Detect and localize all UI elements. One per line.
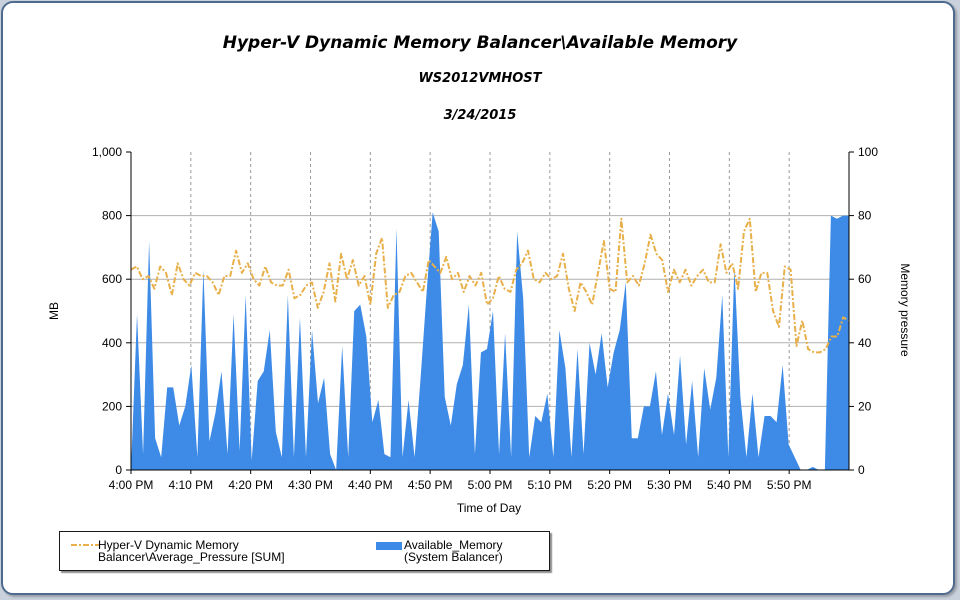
legend-entry-available-memory: Available_Memory (System Balancer) (404, 538, 503, 564)
memory-area-swatch (376, 542, 402, 550)
chart-subtitle: WS2012VMHOST (418, 71, 542, 86)
legend: Hyper-V Dynamic Memory Balancer\Average_… (59, 531, 550, 571)
x-tick-label: 4:00 PM (109, 478, 154, 492)
legend-entry-pressure: Hyper-V Dynamic Memory Balancer\Average_… (98, 538, 285, 564)
available-memory-area (131, 212, 849, 471)
y-axis-label: MB (47, 302, 61, 320)
right-tick-label: 0 (858, 463, 865, 477)
pressure-line-swatch (71, 544, 99, 546)
x-tick-label: 5:30 PM (647, 478, 692, 492)
x-tick-label: 4:40 PM (348, 478, 393, 492)
left-tick-label: 600 (102, 272, 122, 286)
right-tick-label: 80 (858, 209, 872, 223)
x-tick-label: 5:00 PM (468, 478, 513, 492)
left-tick-label: 200 (102, 399, 122, 413)
x-tick-label: 5:20 PM (587, 478, 632, 492)
left-tick-label: 400 (102, 336, 122, 350)
x-tick-label: 5:50 PM (767, 478, 812, 492)
chart-date: 3/24/2015 (444, 108, 517, 123)
x-tick-label: 5:40 PM (707, 478, 752, 492)
y2-axis-label: Memory pressure (898, 263, 912, 357)
x-tick-label: 4:10 PM (168, 478, 213, 492)
left-tick-label: 800 (102, 209, 122, 223)
x-tick-label: 4:20 PM (228, 478, 273, 492)
right-tick-label: 20 (858, 399, 872, 413)
x-tick-label: 4:50 PM (408, 478, 453, 492)
left-axis-ticks: 0 200 400 600 800 1,000 (92, 145, 131, 477)
x-tick-label: 5:10 PM (527, 478, 572, 492)
right-tick-label: 100 (858, 145, 878, 159)
left-tick-label: 1,000 (92, 145, 122, 159)
average-pressure-line (130, 217, 850, 354)
left-tick-label: 0 (115, 463, 122, 477)
chart-title: Hyper-V Dynamic Memory Balancer\Availabl… (223, 33, 738, 53)
x-axis-label: Time of Day (457, 501, 521, 515)
right-tick-label: 40 (858, 336, 872, 350)
plot-area (130, 212, 850, 471)
x-axis-ticks: 4:00 PM 4:10 PM 4:20 PM 4:30 PM 4:40 PM 4:50 … (109, 470, 812, 492)
right-axis-ticks: 0 20 40 60 80 100 (849, 145, 878, 477)
right-tick-label: 60 (858, 272, 872, 286)
x-tick-label: 4:30 PM (288, 478, 333, 492)
